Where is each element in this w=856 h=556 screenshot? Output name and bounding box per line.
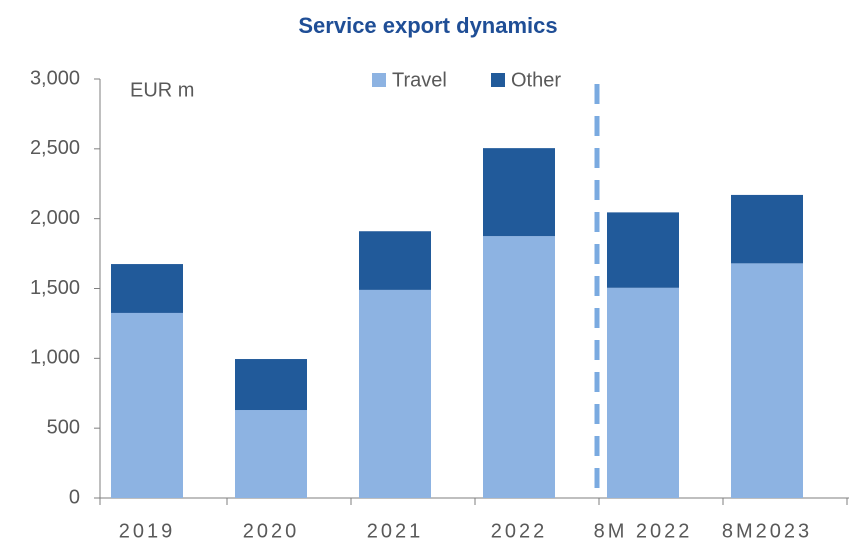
bar-segment <box>731 263 803 498</box>
x-tick-label: 2022 <box>491 520 548 542</box>
bar-segment <box>731 194 803 264</box>
x-tick-label: 2019 <box>119 520 176 542</box>
y-tick-label: 1,000 <box>30 347 80 369</box>
x-tick-label: 2020 <box>243 520 300 542</box>
legend-swatch <box>372 73 386 87</box>
bar-segment <box>111 264 183 313</box>
y-tick-label: 2,500 <box>30 137 80 159</box>
legend-swatch <box>491 73 505 87</box>
bar-segment <box>235 359 307 411</box>
bar-segment <box>359 289 431 498</box>
bar-segment <box>235 410 307 498</box>
bar-segment <box>359 231 431 290</box>
chart-title: Service export dynamics <box>298 13 557 38</box>
legend-label: Other <box>511 69 561 91</box>
bar-segment <box>111 312 183 498</box>
y-tick-label: 2,000 <box>30 207 80 229</box>
y-tick-label: 1,500 <box>30 277 80 299</box>
x-tick-label: 8M 2022 <box>594 520 693 542</box>
y-tick-label: 0 <box>69 486 80 508</box>
bar-segment <box>483 236 555 498</box>
bar-segment <box>607 287 679 498</box>
x-tick-label: 8M2023 <box>722 520 812 542</box>
y-tick-label: 3,000 <box>30 67 80 89</box>
legend-label: Travel <box>392 69 447 91</box>
bar-segment <box>607 212 679 288</box>
y-tick-label: 500 <box>47 416 80 438</box>
bar-segment <box>483 148 555 237</box>
x-tick-label: 2021 <box>367 520 424 542</box>
unit-annotation: EUR m <box>130 79 194 101</box>
